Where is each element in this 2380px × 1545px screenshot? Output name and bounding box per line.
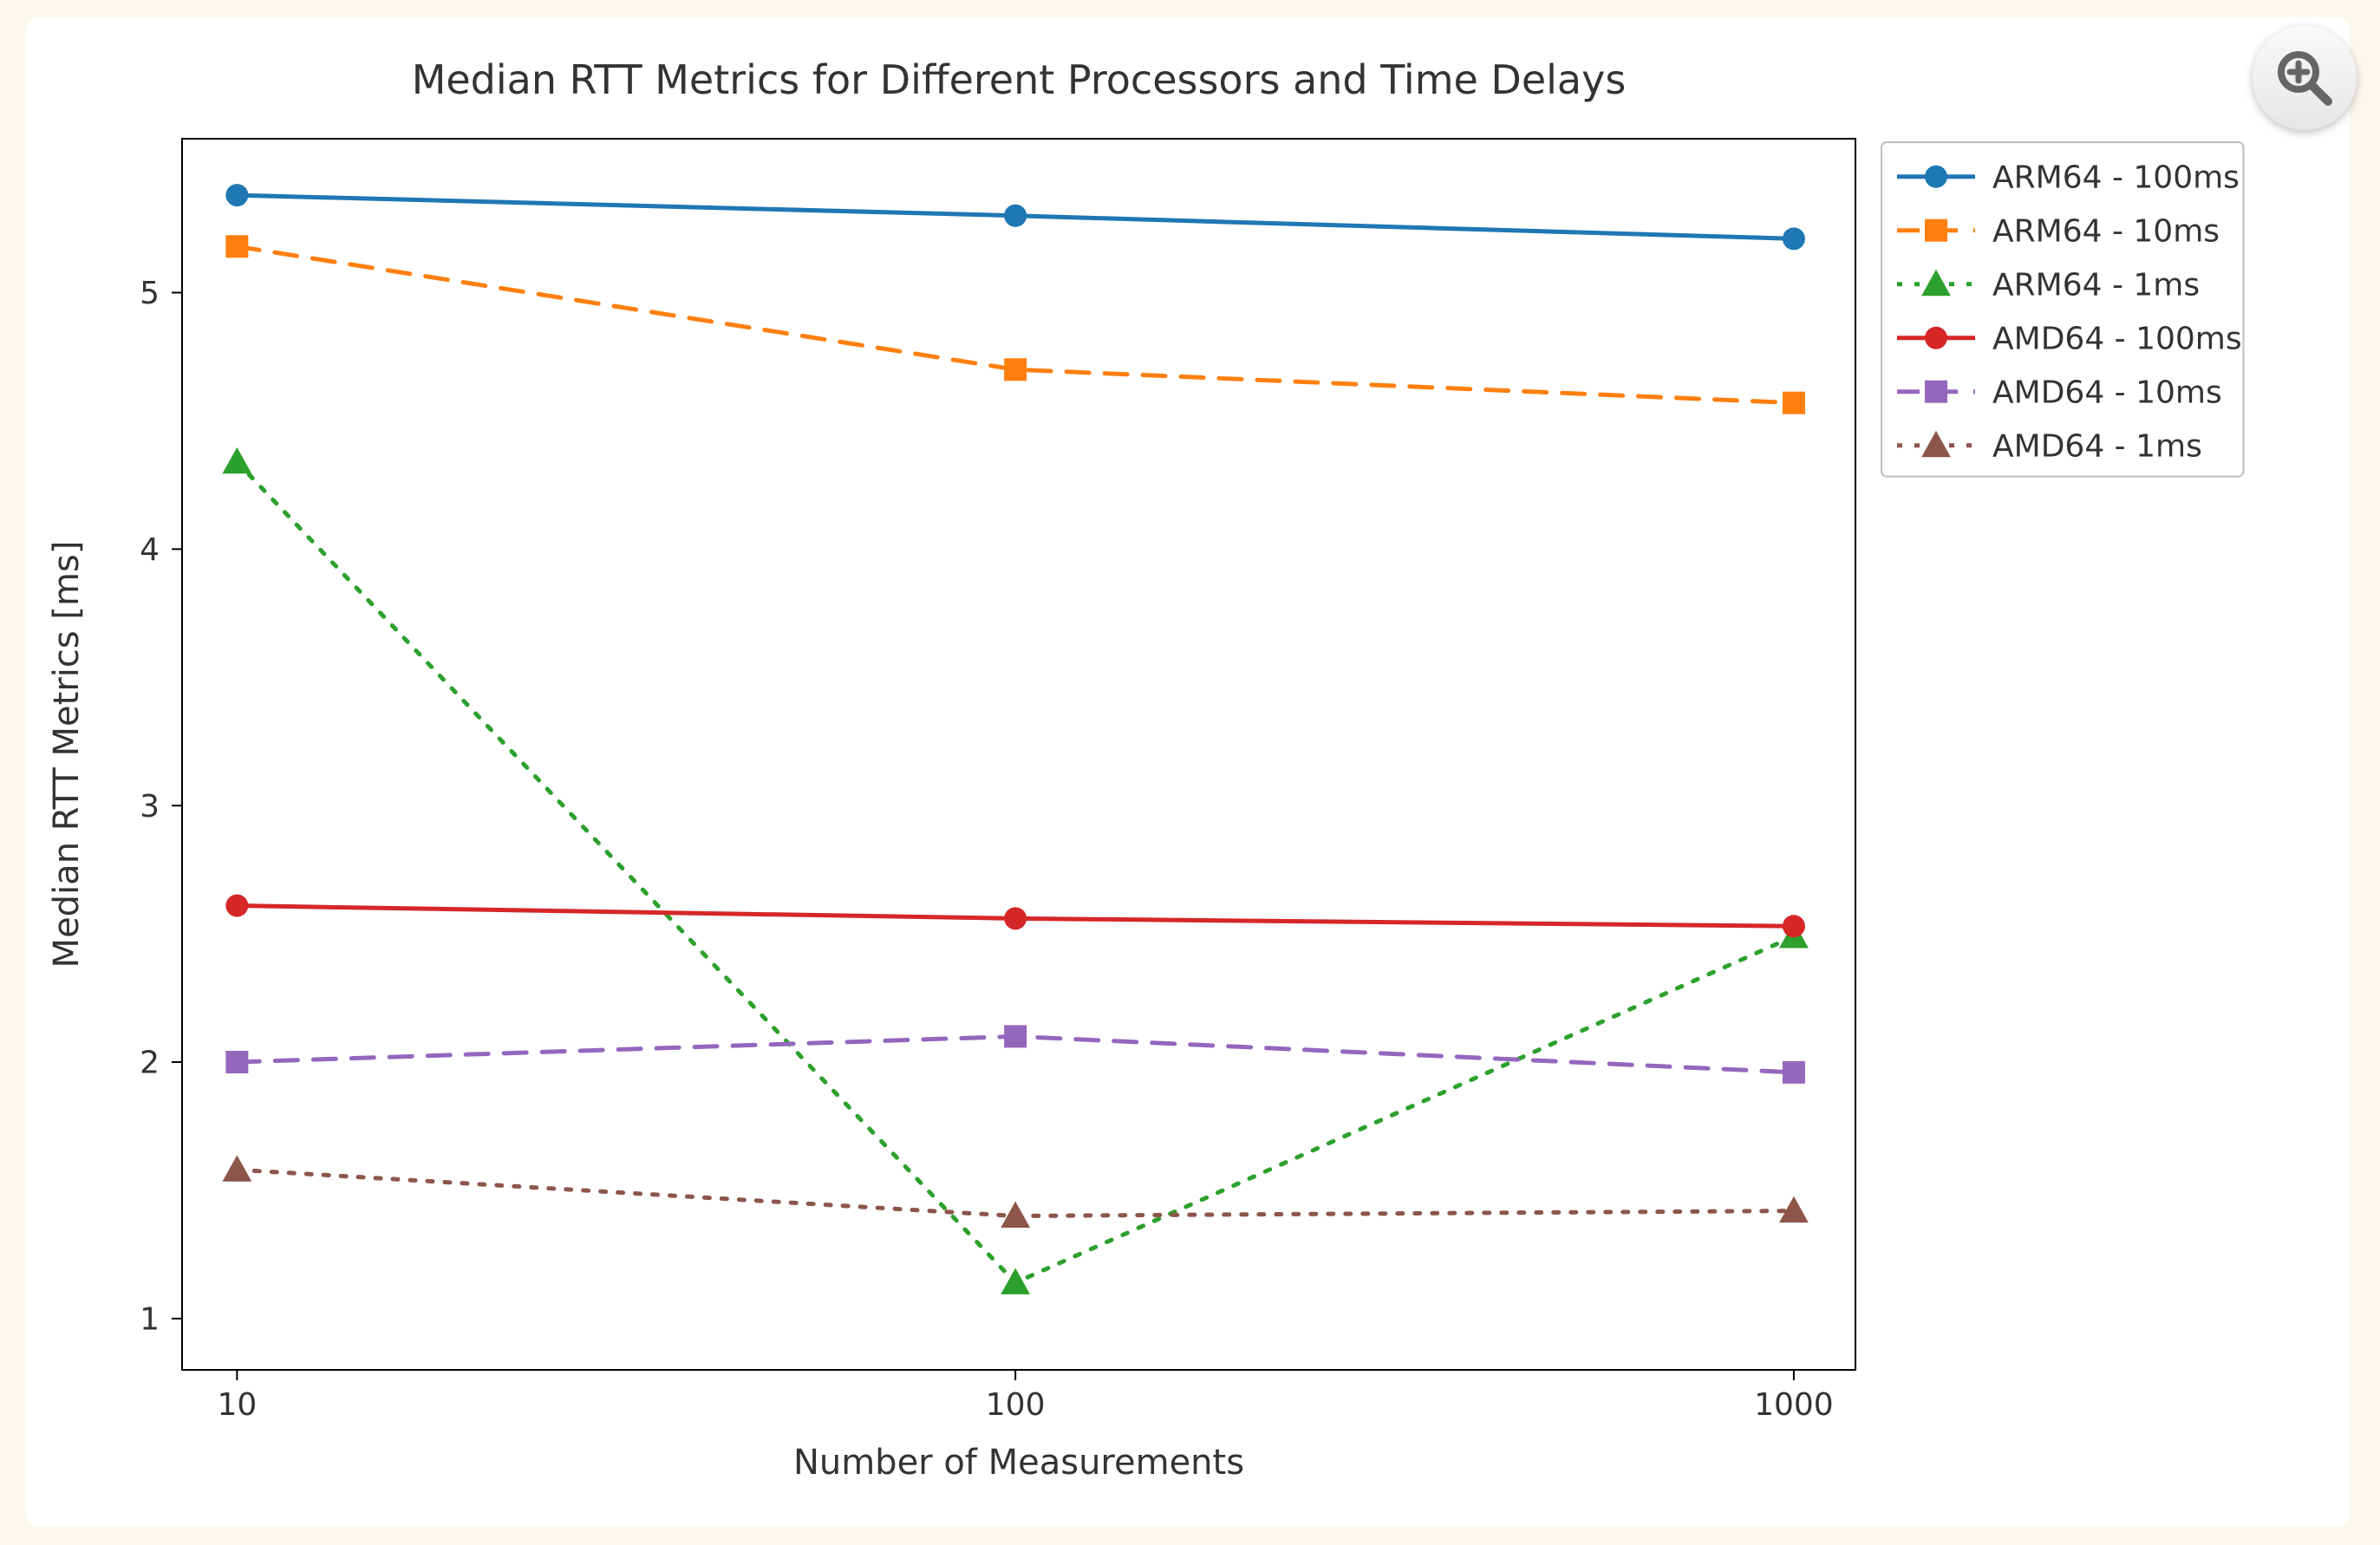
marker-circle <box>1004 907 1027 929</box>
x-tick-label: 1000 <box>1754 1387 1834 1423</box>
marker-square <box>1004 1025 1027 1047</box>
legend-label: AMD64 - 1ms <box>1992 428 2202 464</box>
legend-label: AMD64 - 100ms <box>1992 321 2242 356</box>
y-tick-label: 5 <box>140 276 160 311</box>
y-tick-label: 2 <box>140 1046 160 1081</box>
marker-circle <box>1925 166 1947 188</box>
series <box>222 1155 1808 1228</box>
axes-frame <box>182 139 1855 1370</box>
marker-square <box>1783 392 1805 414</box>
y-tick-label: 1 <box>140 1301 160 1337</box>
series <box>225 235 1805 414</box>
marker-triangle <box>222 1155 251 1181</box>
chart-title: Median RTT Metrics for Different Process… <box>412 56 1627 103</box>
marker-circle <box>1783 227 1805 250</box>
zoom-in-icon[interactable] <box>2253 26 2357 130</box>
chart-panel: Median RTT Metrics for Different Process… <box>26 17 2350 1526</box>
marker-triangle <box>222 447 251 473</box>
marker-circle <box>225 895 248 917</box>
x-tick-label: 10 <box>217 1387 257 1423</box>
marker-circle <box>225 184 248 206</box>
marker-square <box>1925 381 1947 403</box>
marker-circle <box>1925 327 1947 349</box>
y-axis-label: Median RTT Metrics [ms] <box>47 541 87 968</box>
marker-square <box>225 1051 248 1073</box>
y-tick-label: 4 <box>140 532 160 568</box>
marker-square <box>1004 358 1027 381</box>
series-line <box>237 462 1794 1283</box>
marker-square <box>225 235 248 258</box>
legend-label: ARM64 - 100ms <box>1992 160 2240 195</box>
marker-circle <box>1004 205 1027 227</box>
legend-label: AMD64 - 10ms <box>1992 375 2222 410</box>
x-tick-label: 100 <box>986 1387 1046 1423</box>
y-tick-label: 3 <box>140 789 160 825</box>
x-axis-label: Number of Measurements <box>793 1443 1244 1483</box>
legend: ARM64 - 100ms ARM64 - 10ms ARM64 - 1ms AMD6… <box>1881 142 2243 477</box>
marker-square <box>1925 219 1947 242</box>
series <box>225 1025 1805 1083</box>
legend-label: ARM64 - 1ms <box>1992 267 2200 303</box>
series <box>225 895 1805 938</box>
marker-square <box>1783 1061 1805 1084</box>
series <box>225 184 1805 250</box>
legend-label: ARM64 - 10ms <box>1992 213 2220 249</box>
marker-circle <box>1783 915 1805 937</box>
line-chart: Median RTT Metrics for Different Process… <box>26 17 2350 1526</box>
series <box>222 447 1808 1294</box>
